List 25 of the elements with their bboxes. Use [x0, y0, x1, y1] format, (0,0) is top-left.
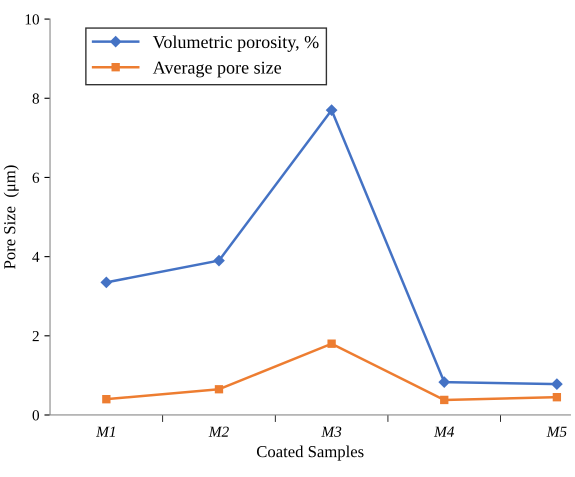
legend-label: Volumetric porosity, % [152, 35, 319, 52]
x-tick-label: M1 [96, 426, 115, 437]
point [102, 394, 111, 404]
point [100, 276, 112, 288]
x-axis-title: Coated Samples [256, 446, 364, 461]
point [327, 340, 336, 348]
y-tick-label: 8 [32, 93, 40, 104]
point [214, 385, 224, 394]
x-tick-label: M4 [434, 426, 454, 437]
point [552, 393, 562, 402]
y-tick-label: 10 [26, 14, 40, 25]
x-tick-label: M2 [208, 426, 229, 437]
point [440, 396, 448, 404]
point [326, 104, 338, 116]
y-axis-title: Pore Size (μm) [4, 165, 19, 269]
point [213, 254, 225, 266]
point [438, 376, 450, 388]
point [551, 378, 562, 390]
y-tick-label: 6 [32, 172, 40, 183]
y-tick-label: 4 [32, 252, 40, 262]
legend-label: Average pore size [152, 62, 282, 78]
y-tick-label: 0 [32, 410, 40, 420]
x-tick-label: M3 [321, 426, 342, 437]
x-tick-label: M5 [546, 426, 567, 437]
y-tick-label: 2 [32, 330, 39, 342]
